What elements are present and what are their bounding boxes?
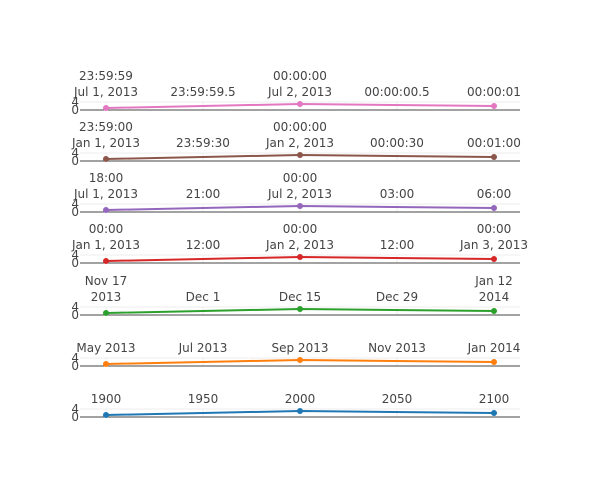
- data-point: [103, 310, 109, 316]
- data-point: [491, 205, 497, 211]
- data-point: [297, 152, 303, 158]
- x-tick-sublabel: 2013: [91, 290, 122, 304]
- y-tick-label: 0: [71, 308, 79, 322]
- x-tick-label: 00:00:30: [370, 136, 424, 150]
- x-tick-sublabel: Jul 2, 2013: [267, 187, 332, 201]
- data-point: [491, 410, 497, 416]
- x-tick-label: 03:00: [380, 187, 415, 201]
- x-tick-label: Nov 17: [85, 274, 128, 288]
- data-point: [297, 254, 303, 260]
- data-point: [297, 203, 303, 209]
- data-point: [491, 103, 497, 109]
- data-point: [491, 308, 497, 314]
- x-tick-label: 23:59:00: [79, 120, 133, 134]
- x-tick-label: Jul 2013: [178, 341, 228, 355]
- data-point: [491, 359, 497, 365]
- x-tick-label: 23:59:30: [176, 136, 230, 150]
- chart-panel-5: Nov 17 2013 Dec 1 Dec 15 Dec 29 Jan 12 2014 04: [71, 274, 520, 322]
- data-point: [103, 412, 109, 418]
- x-tick-label: 1950: [188, 392, 219, 406]
- x-tick-label: Dec 15: [279, 290, 321, 304]
- x-tick-sublabel: Jan 3, 2013: [459, 238, 528, 252]
- data-point: [297, 408, 303, 414]
- x-tick-label: 2000: [285, 392, 316, 406]
- x-tick-sublabel: Jul 1, 2013: [73, 85, 138, 99]
- x-tick-label: 21:00: [186, 187, 221, 201]
- x-tick-label: Dec 29: [376, 290, 418, 304]
- x-tick-label: 00:00:00.5: [364, 85, 429, 99]
- x-tick-sublabel: Jan 1, 2013: [71, 136, 140, 150]
- chart-panel-7: 1900 1950 2000 2050 2100 04: [71, 392, 520, 424]
- y-tick-label: 0: [71, 410, 79, 424]
- x-tick-sublabel: Jan 1, 2013: [71, 238, 140, 252]
- data-point: [103, 105, 109, 111]
- x-tick-label: 23:59:59.5: [170, 85, 235, 99]
- y-tick-label: 4: [71, 351, 79, 365]
- x-tick-label: Dec 1: [186, 290, 221, 304]
- chart-panel-6: May 2013 Jul 2013 Sep 2013 Nov 2013 Jan 2014…: [71, 341, 520, 373]
- data-point: [103, 156, 109, 162]
- data-point: [491, 154, 497, 160]
- x-tick-sublabel: 2014: [479, 290, 510, 304]
- y-tick-label: 4: [71, 300, 79, 314]
- x-tick-label: 12:00: [380, 238, 415, 252]
- x-tick-sublabel: Jul 2, 2013: [267, 85, 332, 99]
- data-point: [297, 357, 303, 363]
- x-tick-label: 00:00:00: [273, 69, 327, 83]
- y-tick-label: 4: [71, 197, 79, 211]
- y-tick-label: 0: [71, 154, 79, 168]
- x-tick-label: 12:00: [186, 238, 221, 252]
- x-tick-label: 00:00:01: [467, 85, 521, 99]
- x-tick-label: Sep 2013: [272, 341, 329, 355]
- x-tick-label: 00:00:00: [273, 120, 327, 134]
- data-point: [103, 361, 109, 367]
- data-point: [491, 256, 497, 262]
- x-tick-label: May 2013: [76, 341, 135, 355]
- x-tick-sublabel: Jan 2, 2013: [265, 238, 334, 252]
- chart-panel-2: 23:59:00 Jan 1, 2013 23:59:30 00:00:00 Jan 2…: [71, 120, 521, 168]
- y-tick-label: 0: [71, 103, 79, 117]
- chart-panel-1: 23:59:59 Jul 1, 2013 23:59:59.5 00:00:00 Jul…: [71, 69, 521, 117]
- y-tick-label: 0: [71, 359, 79, 373]
- x-tick-label: 1900: [91, 392, 122, 406]
- y-tick-label: 0: [71, 205, 79, 219]
- x-tick-label: 2100: [479, 392, 510, 406]
- x-tick-label: Nov 2013: [368, 341, 426, 355]
- x-tick-sublabel: Jul 1, 2013: [73, 187, 138, 201]
- data-point: [297, 101, 303, 107]
- x-tick-label: 06:00: [477, 187, 512, 201]
- data-point: [297, 306, 303, 312]
- y-tick-label: 0: [71, 256, 79, 270]
- data-point: [103, 258, 109, 264]
- x-tick-label: 00:00: [477, 222, 512, 236]
- x-tick-label: 00:01:00: [467, 136, 521, 150]
- chart-panel-4: 00:00 Jan 1, 2013 12:00 00:00 Jan 2, 2013 12:…: [71, 222, 528, 270]
- x-tick-label: Jan 2014: [467, 341, 521, 355]
- y-tick-label: 4: [71, 248, 79, 262]
- x-tick-label: 00:00: [89, 222, 124, 236]
- data-point: [103, 207, 109, 213]
- chart-panel-3: 18:00 Jul 1, 2013 21:00 00:00 Jul 2, 2013 03:…: [71, 171, 520, 219]
- x-tick-label: 00:00: [283, 222, 318, 236]
- y-tick-label: 4: [71, 402, 79, 416]
- x-tick-label: Jan 12: [474, 274, 513, 288]
- x-tick-label: 18:00: [89, 171, 124, 185]
- y-tick-label: 4: [71, 95, 79, 109]
- x-tick-label: 00:00: [283, 171, 318, 185]
- x-tick-sublabel: Jan 2, 2013: [265, 136, 334, 150]
- x-tick-label: 23:59:59: [79, 69, 133, 83]
- chart-panels: 23:59:59 Jul 1, 2013 23:59:59.5 00:00:00 Jul…: [71, 69, 528, 424]
- x-tick-label: 2050: [382, 392, 413, 406]
- y-tick-label: 4: [71, 146, 79, 160]
